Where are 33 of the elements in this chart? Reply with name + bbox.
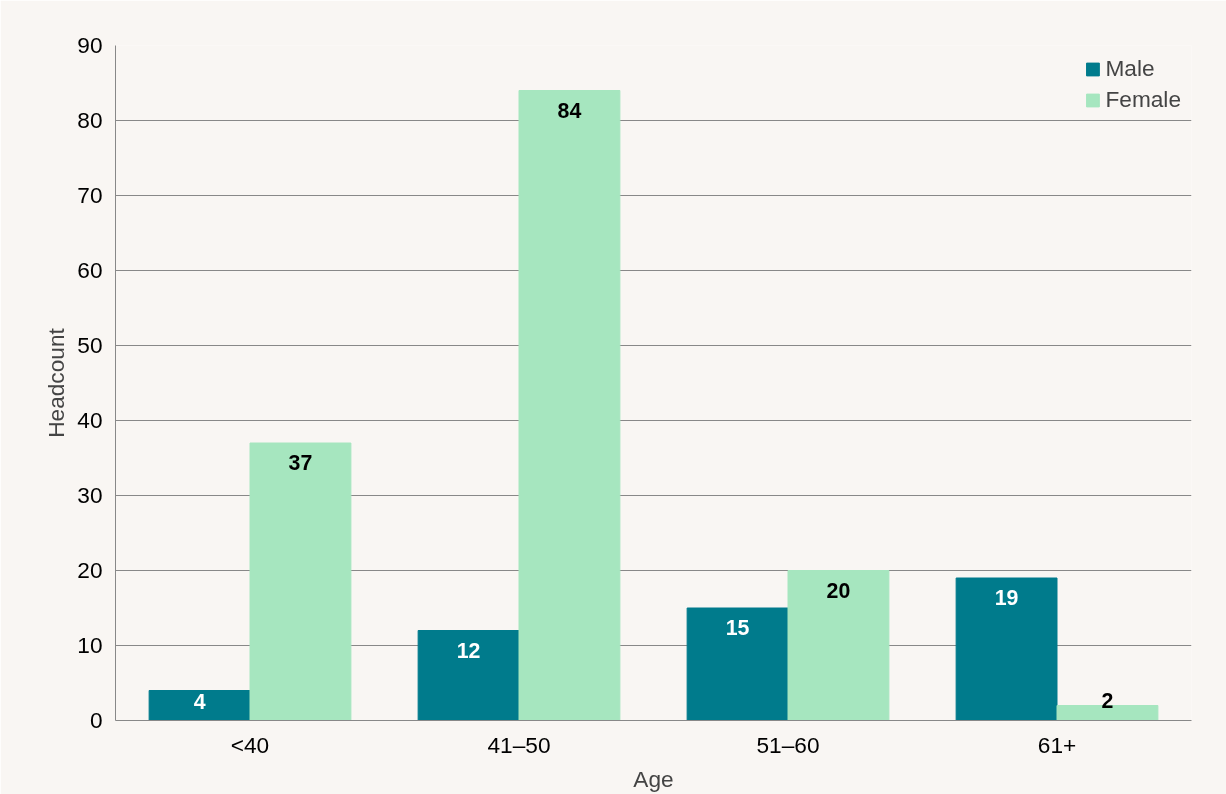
x-tick-label: 41–50 [487, 731, 551, 758]
data-label: 20 [826, 578, 851, 603]
y-tick-label: 50 [77, 332, 103, 358]
y-tick-label: 0 [89, 707, 103, 733]
bar [518, 90, 621, 721]
bar [148, 690, 251, 721]
x-tick-label: <40 [230, 731, 270, 758]
x-tick-label: 51–60 [756, 731, 820, 758]
y-tick-label: 70 [77, 182, 103, 208]
y-axis-title: Headcount [43, 327, 70, 438]
data-label: 12 [456, 638, 481, 663]
y-tick-label: 60 [77, 257, 103, 283]
legend-label: Female [1105, 86, 1181, 113]
y-tick-label: 20 [77, 557, 103, 583]
data-label: 2 [1101, 688, 1114, 713]
data-label: 19 [994, 586, 1019, 610]
bar [249, 442, 352, 721]
bar [417, 630, 520, 721]
legend-label: Male [1105, 55, 1155, 82]
data-label: 4 [193, 689, 206, 714]
bar [955, 577, 1058, 721]
y-tick-label: 30 [77, 482, 103, 508]
y-tick-label: 40 [77, 407, 103, 433]
y-tick-label: 80 [77, 107, 103, 133]
x-tick-label: 61+ [1037, 731, 1077, 758]
data-label: 15 [725, 616, 750, 640]
y-tick-label: 10 [77, 632, 103, 658]
bar [686, 607, 789, 721]
x-axis-title: Age [633, 765, 674, 792]
data-label: 84 [557, 98, 582, 123]
data-label: 37 [288, 451, 313, 475]
y-tick-label: 90 [77, 32, 103, 58]
bar [787, 570, 890, 721]
